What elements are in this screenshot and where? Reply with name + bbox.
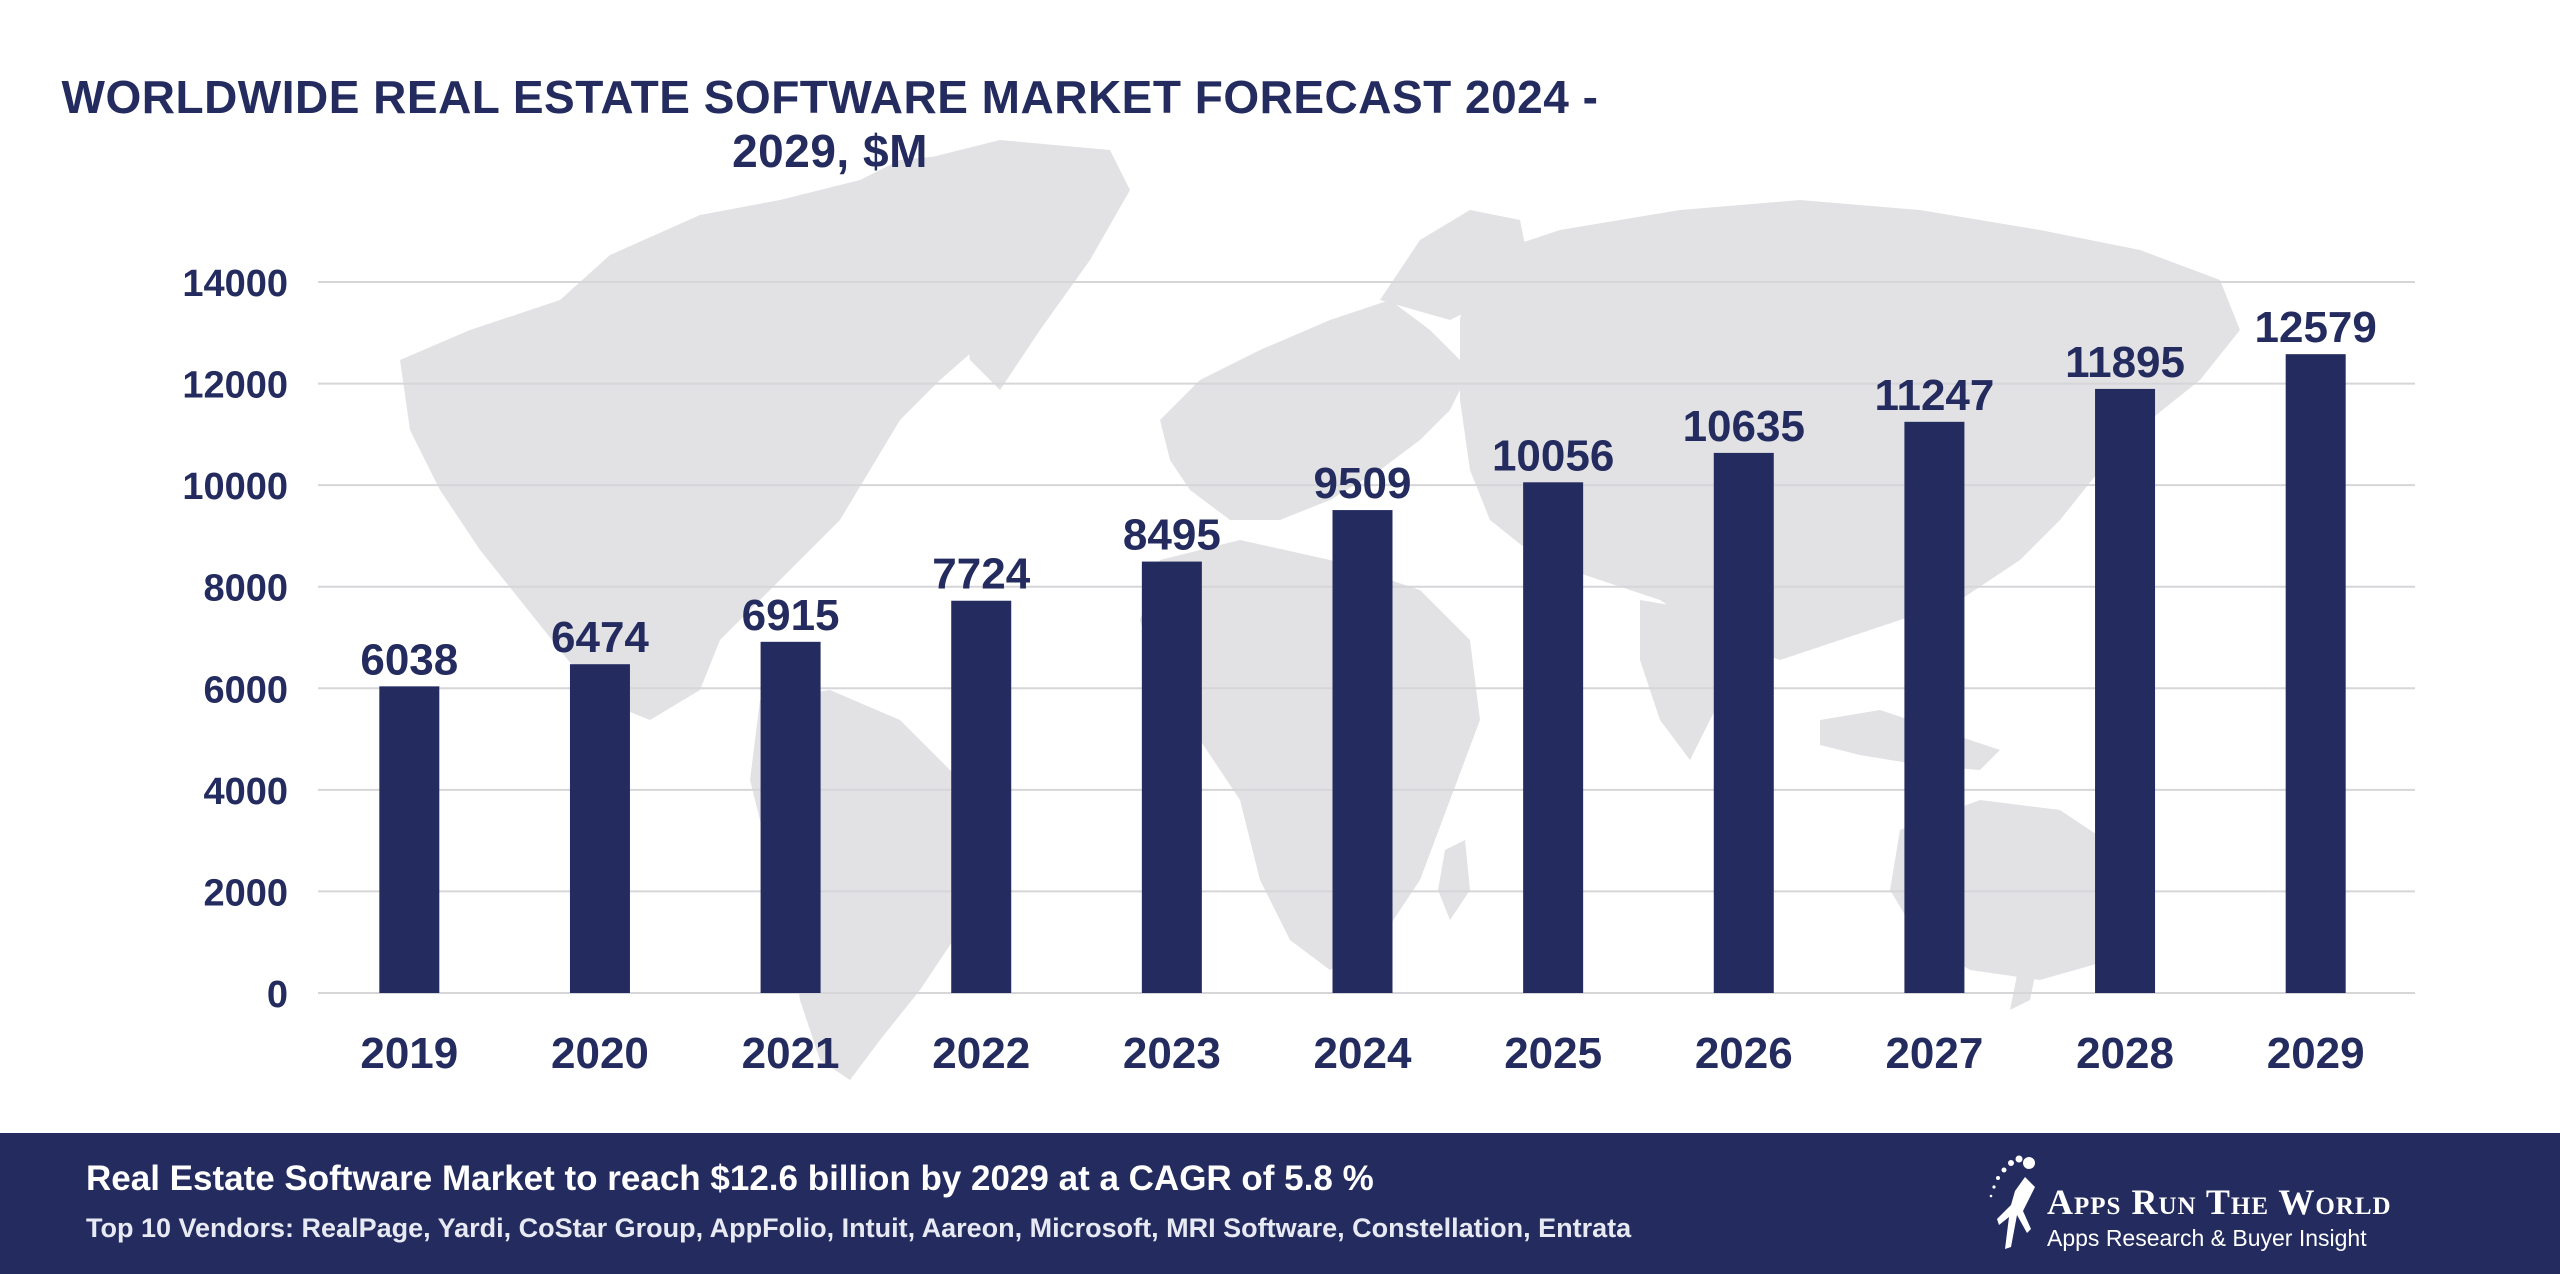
x-axis-tick-labels: 2019 2020 2021 2022 2023 2024 2025 2026 2027 2028…: [360, 1029, 2364, 1078]
bar: [379, 686, 440, 993]
bar-value-labels: 6038 6474 6915 7724 8495 9509 10056 10635 11247 1…: [360, 303, 2376, 684]
x-tick-label: 2024: [1314, 1029, 1412, 1078]
bar-value-label: 6915: [742, 591, 840, 640]
bar-value-label: 8495: [1123, 511, 1221, 560]
footer-vendors: Top 10 Vendors: RealPage, Yardi, CoStar …: [86, 1213, 1632, 1243]
chart-title: WORLDWIDE REAL ESTATE SOFTWARE MARKET FO…: [61, 71, 1599, 177]
x-tick-label: 2019: [360, 1029, 458, 1078]
x-tick-label: 2022: [932, 1029, 1030, 1078]
x-tick-label: 2025: [1504, 1029, 1602, 1078]
y-tick-label: 0: [267, 974, 288, 1016]
bar-chart: 0 2000 4000 6000 8000 10000 12000 14000 6038 647…: [182, 140, 2415, 1080]
y-tick-label: 14000: [182, 263, 288, 305]
bar: [760, 641, 821, 993]
bar: [569, 664, 630, 993]
bar-value-label: 9509: [1314, 459, 1412, 508]
y-tick-label: 12000: [182, 365, 288, 407]
x-tick-label: 2026: [1695, 1029, 1793, 1078]
y-tick-label: 10000: [182, 466, 288, 508]
x-tick-label: 2027: [1885, 1029, 1983, 1078]
bar: [951, 600, 1012, 993]
x-tick-label: 2028: [2076, 1029, 2174, 1078]
bar: [1904, 421, 1965, 993]
bar-value-label: 10056: [1492, 431, 1614, 480]
bar: [1523, 482, 1584, 993]
bar: [2095, 388, 2156, 993]
footer-banner: Real Estate Software Market to reach $12…: [0, 1133, 2560, 1274]
bars: [379, 354, 2346, 993]
bar: [2285, 354, 2346, 993]
x-tick-label: 2029: [2267, 1029, 2365, 1078]
x-tick-label: 2021: [742, 1029, 840, 1078]
bar: [1141, 561, 1202, 993]
bar: [1332, 510, 1393, 993]
y-tick-label: 2000: [203, 872, 288, 914]
footer-headline: Real Estate Software Market to reach $12…: [86, 1159, 1374, 1198]
bar-value-label: 6038: [360, 635, 458, 684]
world-map-background: [400, 140, 2240, 1080]
y-tick-label: 8000: [203, 568, 288, 610]
bar-value-label: 12579: [2255, 303, 2377, 352]
y-tick-label: 4000: [203, 771, 288, 813]
bar-value-label: 6474: [551, 613, 649, 662]
brand-logo-block: Apps Run The World Apps Research & Buyer…: [1975, 1151, 2455, 1261]
bar-value-label: 10635: [1683, 402, 1805, 451]
bar: [1713, 452, 1774, 993]
y-tick-label: 6000: [203, 669, 288, 711]
x-tick-label: 2020: [551, 1029, 649, 1078]
runner-logo-icon: [1989, 1155, 2035, 1249]
bar-value-label: 7724: [932, 550, 1030, 599]
bar-value-label: 11895: [2065, 338, 2185, 387]
x-tick-label: 2023: [1123, 1029, 1221, 1078]
y-axis-tick-labels: 0 2000 4000 6000 8000 10000 12000 14000: [182, 263, 288, 1016]
brand-tagline: Apps Research & Buyer Insight: [2047, 1225, 2367, 1251]
bar-value-label: 11247: [1874, 371, 1994, 420]
brand-name: Apps Run The World: [2047, 1182, 2392, 1222]
